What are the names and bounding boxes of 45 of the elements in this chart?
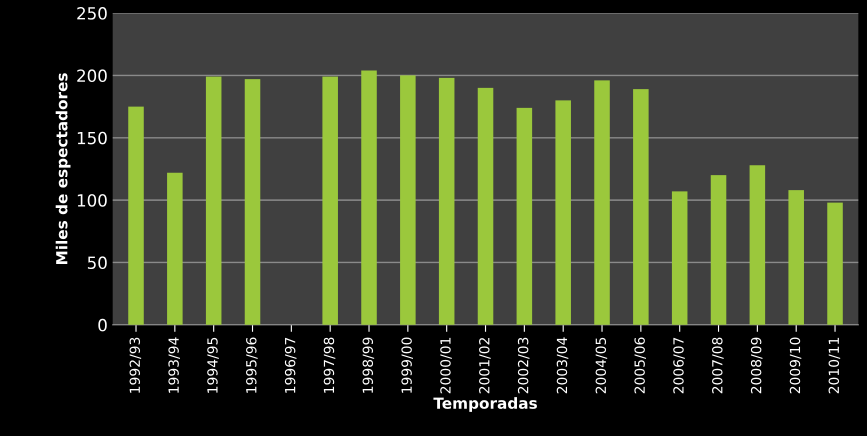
x-tick-label: 2006/07 (673, 338, 685, 394)
y-tick-label: 150 (78, 132, 107, 144)
bar (710, 175, 726, 325)
x-tick-label: 1997/98 (324, 338, 336, 393)
x-tick-label: 1992/93 (130, 338, 142, 393)
x-tick-label: 2004/05 (596, 338, 608, 394)
bar (400, 75, 416, 325)
bar (594, 80, 610, 325)
x-tick-label: 1998/99 (362, 338, 374, 393)
x-tick-label: 2009/10 (790, 338, 802, 394)
bar (438, 78, 454, 325)
y-tick-label: 0 (98, 318, 107, 332)
x-tick-label: 1995/96 (246, 338, 258, 393)
x-tick-label: 2007/08 (712, 338, 724, 394)
bar (206, 76, 222, 325)
x-tick-label: 1996/97 (284, 338, 296, 393)
bar (244, 79, 260, 325)
bar (750, 165, 766, 325)
bar (167, 172, 183, 325)
bar (672, 191, 688, 325)
y-tick-label: 50 (88, 256, 107, 270)
bar (555, 100, 571, 325)
x-tick-label: 2000/01 (440, 338, 452, 394)
x-tick-label: 2003/04 (556, 337, 568, 394)
x-tick-label: 2005/06 (634, 338, 646, 394)
x-tick-label: 2010/11 (828, 338, 840, 394)
x-tick-label: 2008/09 (750, 338, 762, 394)
bar (827, 202, 843, 325)
x-tick-label: 1999/00 (401, 338, 413, 393)
bar (322, 76, 338, 325)
y-tick-label: 200 (77, 69, 107, 82)
bar (478, 88, 494, 325)
bar (788, 190, 804, 325)
x-tick-label: 1993/94 (168, 337, 180, 393)
bar (516, 108, 532, 325)
bar (361, 70, 377, 325)
x-tick-label: 2002/03 (518, 338, 530, 394)
y-axis-title: Miles de espectadores (56, 73, 70, 264)
x-tick-label: 2001/02 (479, 338, 491, 394)
bar (633, 89, 649, 325)
y-tick-label: 100 (78, 194, 107, 207)
bar (128, 106, 144, 325)
y-tick-label: 250 (77, 7, 107, 20)
x-tick-label: 1994/95 (207, 338, 219, 393)
x-axis-title: Temporadas (433, 397, 537, 412)
